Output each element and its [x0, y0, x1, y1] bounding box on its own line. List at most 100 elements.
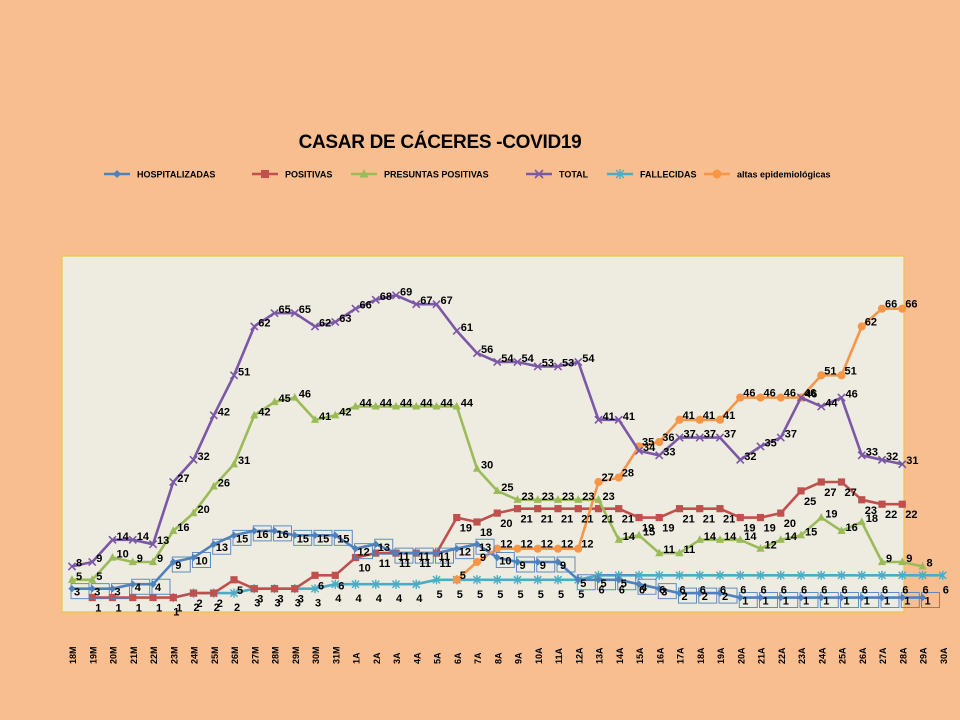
- data-label-total: 69: [400, 286, 412, 298]
- legend-label-presuntas-positivas: PRESUNTAS POSITIVAS: [384, 170, 489, 180]
- point-hospitalizadas: [493, 553, 501, 562]
- data-label-presuntas-positivas: 44: [400, 397, 413, 409]
- point-total: [877, 455, 887, 464]
- data-label-total: 33: [663, 446, 675, 458]
- data-label-fallecidas: 6: [700, 584, 706, 596]
- point-positivas: [655, 513, 663, 522]
- point-presuntas-positivas: [270, 397, 279, 406]
- point-fallecidas: [675, 570, 684, 580]
- point-fallecidas: [776, 570, 785, 580]
- data-label-box-hospitalizadas: [475, 538, 495, 555]
- point-hospitalizadas: [392, 549, 400, 557]
- point-total: [169, 477, 178, 487]
- data-label-box-hospitalizadas: [455, 543, 475, 560]
- data-label-total: 66: [360, 300, 372, 312]
- data-label-positivas: 11: [419, 558, 431, 570]
- x-tick-label: 1A: [352, 652, 362, 664]
- point-fallecidas: [472, 575, 482, 585]
- data-label-presuntas-positivas: 25: [501, 482, 513, 494]
- data-label-hospitalizadas: 13: [216, 542, 228, 554]
- point-total: [371, 295, 380, 304]
- data-label-fallecidas: 1: [173, 607, 179, 619]
- data-label-positivas: 23: [865, 505, 877, 517]
- data-label-fallecidas: 4: [396, 593, 403, 605]
- data-label-presuntas-positivas: 14: [744, 531, 757, 543]
- data-label-box-hospitalizadas: [516, 556, 535, 573]
- point-fallecidas: [837, 570, 846, 580]
- x-tick-label: 26M: [230, 646, 240, 664]
- point-altas-epidemiologicas: [574, 544, 583, 553]
- data-label-total: 63: [339, 313, 351, 325]
- data-label-presuntas-positivas: 41: [319, 411, 331, 423]
- data-label-positivas: 1: [156, 603, 162, 615]
- data-label-fallecidas: 6: [882, 584, 888, 596]
- data-label-altas-epidemiologicas: 46: [764, 388, 776, 400]
- point-positivas: [858, 496, 866, 504]
- point-presuntas-positivas: [351, 401, 360, 410]
- point-positivas: [615, 505, 623, 513]
- x-tick-label: 11A: [554, 647, 564, 664]
- data-label-total: 68: [380, 291, 392, 303]
- point-hospitalizadas: [88, 585, 96, 593]
- data-label-fallecidas: 6: [619, 584, 625, 596]
- point-hospitalizadas: [858, 593, 866, 602]
- x-tick-label: 16A: [655, 647, 665, 664]
- point-total: [655, 451, 664, 460]
- data-label-altas-epidemiologicas: 9: [480, 552, 486, 564]
- x-axis: 18M 19M 20M 21M 22M 23M 24M 25M 26M 27M 28M 29M 30M 3…: [68, 646, 949, 664]
- data-label-box-hospitalizadas: [151, 578, 171, 595]
- data-label-positivas: 6: [338, 580, 344, 592]
- data-label-box-hospitalizadas: [70, 583, 90, 600]
- data-label-positivas: 27: [845, 487, 857, 499]
- data-label-hospitalizadas: 1: [742, 596, 748, 608]
- point-positivas: [777, 509, 785, 517]
- data-label-box-hospitalizadas: [293, 529, 313, 546]
- point-hospitalizadas: [250, 527, 258, 535]
- point-total: [189, 455, 198, 464]
- data-label-presuntas-positivas: 46: [299, 389, 311, 401]
- data-label-fallecidas: 5: [558, 589, 564, 601]
- point-hospitalizadas: [716, 589, 724, 597]
- point-altas-epidemiologicas: [655, 437, 664, 447]
- point-presuntas-positivas: [756, 544, 765, 552]
- point-presuntas-positivas: [472, 464, 482, 472]
- data-label-presuntas-positivas: 14: [623, 531, 636, 543]
- legend-label-altas-epidemiologicas: altas epidemiológicas: [737, 170, 831, 180]
- data-label-positivas: 19: [764, 523, 776, 535]
- point-total: [695, 433, 704, 442]
- point-presuntas-positivas: [432, 401, 441, 410]
- data-label-fallecidas: 3: [295, 598, 301, 610]
- data-label-hospitalizadas: 3: [115, 587, 121, 599]
- point-hospitalizadas: [554, 558, 562, 566]
- point-presuntas-positivas: [108, 552, 117, 561]
- data-label-total: 67: [441, 295, 453, 307]
- point-fallecidas: [938, 570, 947, 580]
- point-total: [270, 308, 279, 318]
- data-label-altas-epidemiologicas: 12: [541, 539, 553, 551]
- data-label-fallecidas: 4: [356, 593, 363, 605]
- point-presuntas-positivas: [88, 575, 97, 583]
- data-label-altas-epidemiologicas: 41: [703, 410, 715, 422]
- data-label-positivas: 21: [541, 514, 553, 526]
- data-label-total: 46: [805, 389, 817, 401]
- legend-marker-altas-epidemiologicas: [712, 169, 722, 179]
- x-tick-label: 21A: [757, 647, 767, 664]
- point-hospitalizadas: [372, 540, 380, 548]
- x-tick-label: 12A: [574, 647, 584, 664]
- point-positivas: [129, 593, 137, 602]
- point-total: [148, 540, 158, 549]
- data-label-presuntas-positivas: 42: [258, 406, 270, 418]
- x-tick-label: 6A: [453, 652, 463, 664]
- data-label-box-hospitalizadas: [495, 552, 515, 569]
- data-label-fallecidas: 4: [335, 593, 342, 605]
- series-hospitalizadas: [68, 527, 927, 602]
- data-label-box-hospitalizadas: [718, 587, 738, 604]
- data-label-positivas: 5: [237, 585, 243, 597]
- point-hospitalizadas: [473, 540, 481, 548]
- point-hospitalizadas: [432, 549, 441, 557]
- data-label-positivas: 1: [176, 603, 182, 615]
- point-positivas: [453, 513, 461, 522]
- x-tick-label: 25A: [838, 647, 848, 664]
- data-label-altas-epidemiologicas: 36: [662, 432, 674, 444]
- point-total: [675, 433, 684, 442]
